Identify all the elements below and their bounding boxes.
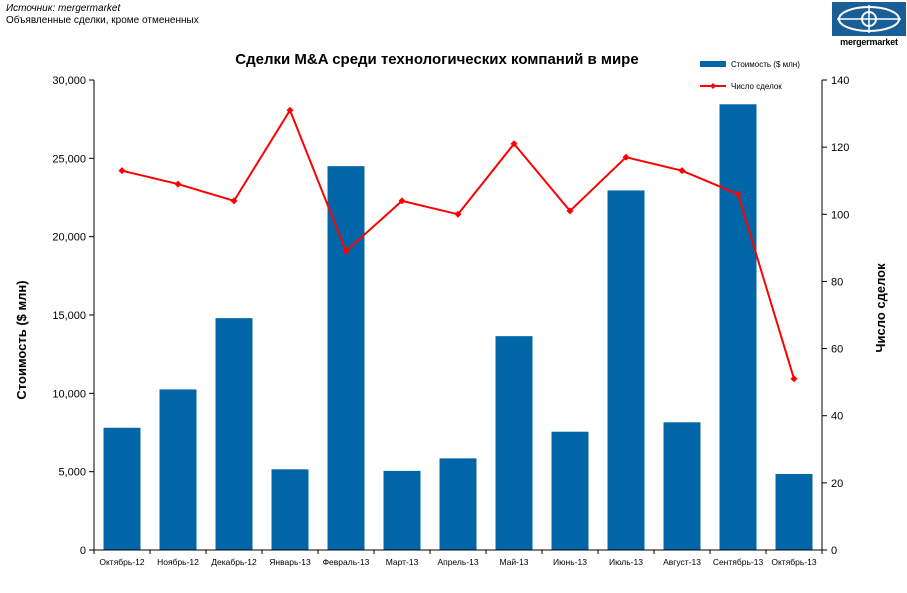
bar-series (103, 104, 813, 551)
bar-5 (327, 166, 365, 550)
logo-text: mergermarket (840, 37, 898, 47)
left-tick-label: 5,000 (58, 467, 86, 479)
count-point-10 (622, 153, 630, 161)
bar-10 (607, 190, 645, 550)
bar-11 (663, 422, 701, 550)
count-point-1 (118, 167, 126, 175)
right-tick-label: 0 (831, 545, 837, 557)
x-tick-label: Январь-13 (269, 557, 311, 567)
x-tick-label: Август-13 (663, 557, 701, 567)
left-tick-label: 25,000 (52, 153, 86, 165)
x-tick-label: Июль-13 (609, 557, 643, 567)
x-ticks: Октябрь-12 Ноябрь-12 Декабрь-12 Январь-13 Фе… (93, 550, 823, 567)
x-tick-label: Сентябрь-13 (713, 557, 764, 567)
source-note: Источник: mergermarket (6, 3, 121, 14)
legend-bar-swatch (700, 61, 726, 67)
bar-13 (775, 474, 813, 550)
bar-1 (103, 427, 141, 550)
bar-4 (271, 469, 309, 550)
left-tick-label: 0 (80, 545, 86, 557)
bar-7 (439, 458, 477, 550)
right-tick-label: 140 (831, 75, 849, 87)
left-tick-label: 15,000 (52, 310, 86, 322)
count-point-5 (342, 247, 350, 255)
count-point-13 (790, 375, 798, 383)
count-point-9 (566, 207, 574, 215)
bar-3 (215, 318, 253, 550)
count-point-6 (398, 197, 406, 205)
left-tick-label: 20,000 (52, 232, 86, 244)
legend-bar-label: Стоимость ($ млн) (731, 60, 800, 69)
legend-line-label: Число сделок (731, 82, 782, 91)
right-tick-label: 60 (831, 344, 843, 356)
x-tick-label: Ноябрь-12 (157, 557, 199, 567)
count-points (118, 106, 798, 383)
chart-title: Сделки M&A среди технологических компани… (235, 51, 638, 68)
mergermarket-logo-icon (832, 2, 906, 36)
count-point-7 (454, 210, 462, 218)
right-tick-label: 80 (831, 276, 843, 288)
left-tick-label: 30,000 (52, 75, 86, 87)
right-tick-label: 120 (831, 142, 849, 154)
count-point-8 (510, 140, 518, 148)
count-point-3 (230, 197, 238, 205)
scope-note: Объявленные сделки, кроме отмененных (6, 15, 199, 26)
bar-8 (495, 336, 533, 550)
count-point-11 (678, 167, 686, 175)
right-axis-label: Число сделок (873, 263, 888, 353)
x-tick-label: Май-13 (500, 557, 529, 567)
left-ticks: 0 5,000 10,000 15,000 20,000 25,000 30,000 (52, 75, 94, 557)
x-tick-label: Апрель-13 (437, 557, 478, 567)
x-tick-label: Март-13 (386, 557, 419, 567)
x-tick-label: Июнь-13 (553, 557, 587, 567)
right-ticks: 0 20 40 60 80 100 120 140 (822, 75, 849, 557)
x-tick-label: Декабрь-12 (211, 557, 257, 567)
left-tick-label: 10,000 (52, 388, 86, 400)
x-tick-label: Февраль-13 (323, 557, 370, 567)
count-point-12 (734, 190, 742, 198)
bar-6 (383, 470, 421, 550)
count-point-2 (174, 180, 182, 188)
x-tick-label: Октябрь-13 (771, 557, 817, 567)
right-tick-label: 20 (831, 478, 843, 490)
bar-2 (159, 389, 197, 550)
bar-9 (551, 431, 589, 550)
x-tick-label: Октябрь-12 (99, 557, 145, 567)
count-point-4 (286, 106, 294, 114)
right-tick-label: 40 (831, 411, 843, 423)
left-axis-label: Стоимость ($ млн) (14, 280, 29, 399)
legend: Стоимость ($ млн) Число сделок (700, 60, 800, 91)
legend-line-marker (710, 83, 716, 89)
right-tick-label: 100 (831, 209, 849, 221)
bar-12 (719, 104, 757, 551)
